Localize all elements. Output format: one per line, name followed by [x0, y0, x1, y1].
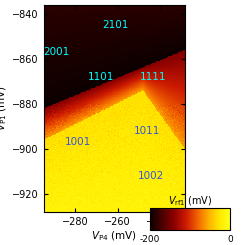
Y-axis label: $V_{\mathrm{P1}}$ (mV): $V_{\mathrm{P1}}$ (mV): [0, 86, 10, 131]
Text: 1001: 1001: [64, 137, 90, 147]
Text: 1002: 1002: [138, 171, 164, 181]
Text: 2001: 2001: [43, 47, 70, 57]
Text: 1011: 1011: [134, 126, 160, 136]
Title: $V_{\mathrm{rf1}}$ (mV): $V_{\mathrm{rf1}}$ (mV): [168, 195, 212, 208]
Text: 2101: 2101: [102, 20, 128, 30]
Text: 1111: 1111: [140, 72, 167, 82]
Text: 1101: 1101: [88, 72, 114, 82]
X-axis label: $V_{\mathrm{P4}}$ (mV): $V_{\mathrm{P4}}$ (mV): [91, 230, 138, 243]
